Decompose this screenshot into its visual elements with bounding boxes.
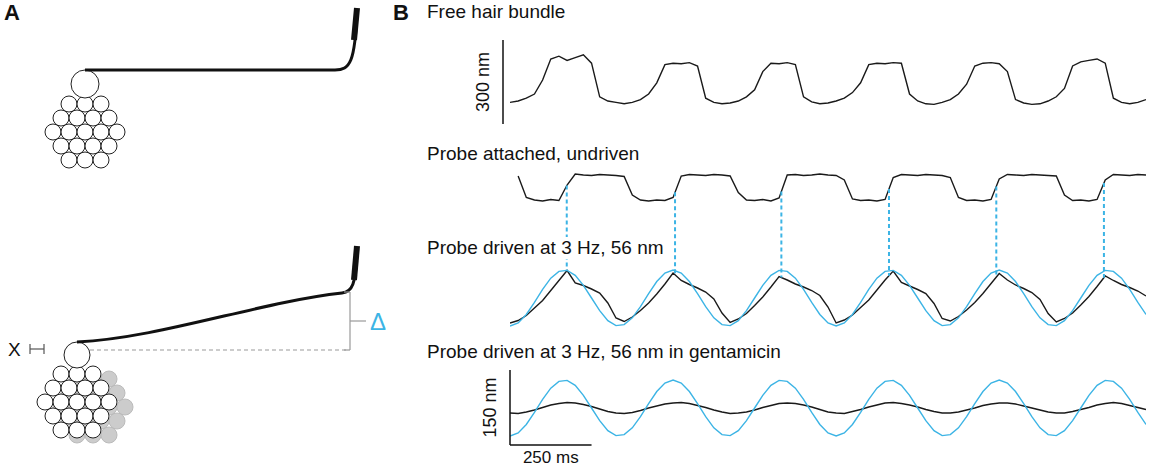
html-text:B: B bbox=[393, 0, 409, 25]
html-text:Free hair bundle: Free hair bundle bbox=[427, 1, 566, 22]
html-text:Probe driven at 3 Hz, 56 nm: Probe driven at 3 Hz, 56 nm bbox=[427, 237, 664, 258]
svg-text:Δ: Δ bbox=[370, 308, 386, 335]
html-text:Probe attached, undriven: Probe attached, undriven bbox=[427, 143, 640, 164]
svg-text:X: X bbox=[8, 339, 21, 360]
svg-text:300 nm: 300 nm bbox=[473, 52, 493, 112]
svg-text:250 ms: 250 ms bbox=[523, 448, 579, 467]
svg-text:150 nm: 150 nm bbox=[480, 377, 500, 437]
html-text:Probe driven at 3 Hz, 56 nm in: Probe driven at 3 Hz, 56 nm in gentamici… bbox=[427, 341, 781, 362]
html-text:A: A bbox=[4, 0, 20, 25]
